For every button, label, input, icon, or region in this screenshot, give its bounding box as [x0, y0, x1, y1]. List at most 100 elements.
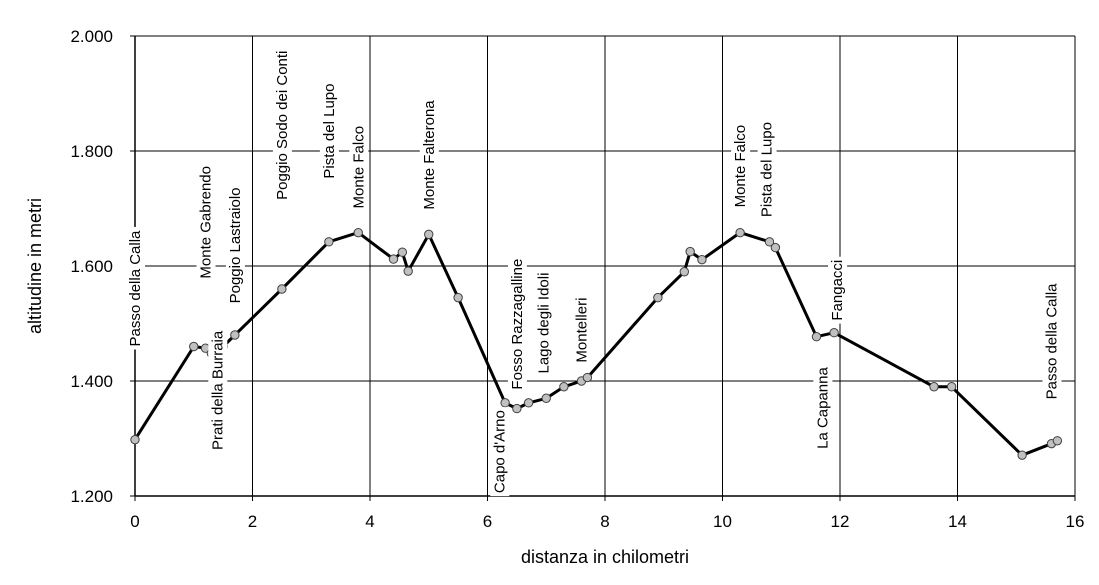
place-annotation: Pista del Lupo [319, 80, 339, 182]
place-annotation: Monte Falco [731, 121, 751, 211]
data-point [764, 237, 775, 247]
place-annotation: Poggio Sodo dei Conti [272, 47, 292, 203]
data-point [929, 382, 939, 392]
x-tick-label: 6 [483, 512, 492, 531]
annotation-background [731, 121, 751, 211]
place-label: Pista del Lupo [321, 84, 338, 179]
place-annotation: Pista del Lupo [757, 119, 777, 221]
data-point [811, 332, 822, 342]
place-label: Lago degli Idoli [535, 273, 552, 374]
place-annotation: Montelleri [572, 294, 592, 366]
data-point [403, 266, 413, 276]
data-point [679, 267, 690, 277]
annotation-background [757, 119, 777, 221]
place-annotation: Poggio Lastraiolo [225, 184, 245, 307]
x-tick-label: 8 [600, 512, 609, 531]
place-label: Montelleri [574, 298, 591, 363]
x-tick-label: 0 [130, 512, 139, 531]
place-annotation: Monte Falterona [419, 96, 439, 213]
place-annotation: Passo della Calla [1042, 279, 1062, 403]
annotation-background [507, 255, 527, 393]
data-point [324, 237, 334, 247]
data-point [1017, 450, 1027, 460]
y-tick-label: 1.400 [70, 372, 113, 391]
annotation-background [813, 363, 833, 452]
place-annotation: Prati della Burraia [208, 327, 228, 453]
place-label: Fangacci [829, 260, 846, 321]
place-annotation: Fosso Razzagalline [507, 255, 527, 393]
x-tick-label: 2 [248, 512, 257, 531]
place-label: La Capanna [814, 367, 831, 449]
data-point [512, 403, 522, 414]
x-axis-title: distanza in chilometri [521, 547, 689, 567]
tick-labels: 1.200 1.400 1.600 1.800 2.000 0 2 4 6 8 10 12 14 16 [70, 27, 1084, 531]
annotation-background [319, 80, 339, 182]
annotation-background [208, 327, 228, 453]
axes [130, 35, 1076, 501]
place-annotation: Monte Gabrendo [196, 163, 216, 282]
data-point [735, 227, 745, 238]
data-point [397, 247, 408, 257]
annotation-background [272, 47, 292, 203]
data-point [541, 393, 551, 403]
data-point [230, 330, 240, 340]
data-point [829, 328, 839, 338]
place-label: Passo della Calla [1044, 283, 1061, 400]
place-annotation: Lago degli Idoli [534, 269, 554, 377]
data-point [582, 372, 593, 383]
place-label: Monte Falterona [421, 100, 438, 210]
x-tick-label: 14 [948, 512, 967, 531]
place-label: Fosso Razzagalline [509, 259, 526, 390]
place-label: Pista del Lupo [759, 122, 776, 217]
data-point [697, 254, 707, 265]
data-point [1052, 436, 1063, 446]
place-label: Poggio Lastraiolo [227, 187, 244, 303]
annotation-background [490, 407, 510, 497]
data-point [559, 382, 569, 392]
data-point [653, 292, 663, 303]
data-point [500, 398, 510, 408]
annotation-background [1042, 279, 1062, 403]
annotation-background [828, 256, 848, 324]
place-annotation: Monte Falco [349, 122, 369, 212]
annotation-background [534, 269, 554, 377]
annotation-background [126, 226, 145, 350]
place-annotation: Capo d'Arno [490, 407, 510, 497]
annotation-background [419, 96, 439, 213]
x-tick-label: 16 [1066, 512, 1085, 531]
data-point [685, 246, 695, 257]
x-tick-label: 12 [831, 512, 850, 531]
place-label: Capo d'Arno [491, 410, 508, 493]
place-label: Monte Falco [732, 125, 749, 208]
place-label: Prati della Burraia [209, 330, 226, 450]
data-point [424, 229, 434, 240]
place-annotation: La Capanna [813, 363, 833, 452]
place-label: Passo della Calla [127, 230, 144, 347]
place-label: Monte Gabrendo [198, 166, 215, 279]
place-label: Poggio Sodo dei Conti [274, 51, 291, 200]
data-point [523, 398, 534, 408]
data-point [453, 292, 463, 303]
y-axis-title: altitudine in metri [25, 198, 45, 334]
annotation-background [349, 122, 369, 212]
data-point [353, 227, 363, 238]
data-point [388, 254, 399, 264]
place-annotation: Passo della Calla [126, 226, 145, 350]
data-point [946, 382, 957, 392]
y-tick-label: 1.600 [70, 257, 113, 276]
elevation-series [130, 227, 1063, 460]
x-tick-label: 4 [365, 512, 374, 531]
annotation-background [572, 294, 592, 366]
annotation-background [196, 163, 216, 282]
data-point [277, 284, 287, 294]
annotation-background [225, 184, 245, 307]
data-point [130, 434, 140, 445]
y-tick-label: 1.200 [70, 487, 113, 506]
y-tick-label: 1.800 [70, 142, 113, 161]
place-annotation: Fangacci [828, 256, 848, 324]
x-tick-label: 10 [713, 512, 732, 531]
place-label: Monte Falco [350, 126, 367, 209]
data-point [189, 341, 199, 352]
y-tick-label: 2.000 [70, 27, 113, 46]
